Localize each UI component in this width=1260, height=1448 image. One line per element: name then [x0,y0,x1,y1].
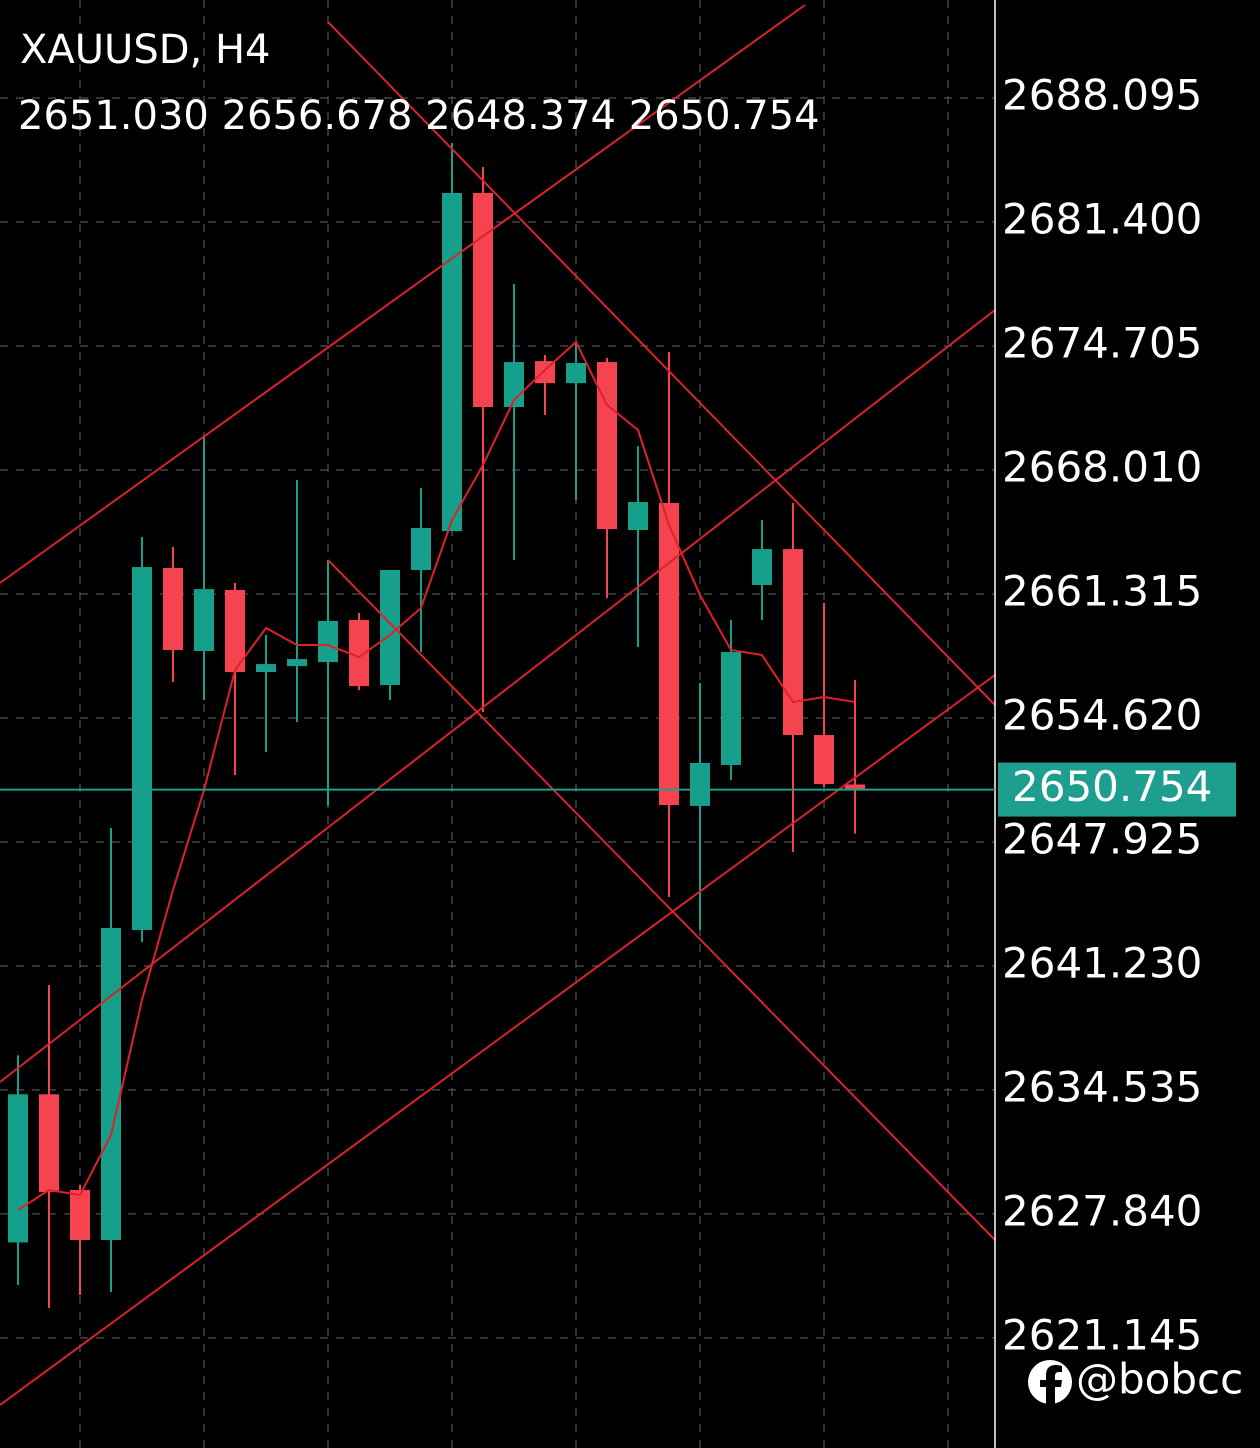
candle-body [70,1190,90,1241]
fb-glyph [1040,1365,1062,1404]
moving-average [17,340,856,1211]
candle-body [101,927,121,1241]
candle-body [287,659,307,667]
y-tick-label: 2668.010 [1002,443,1202,492]
candle-body [39,1094,59,1193]
y-tick-label: 2681.400 [1002,195,1202,244]
candle-body [628,502,648,531]
trend-line [0,309,996,1083]
y-tick-label: 2647.925 [1002,814,1202,863]
candle-body [659,502,679,806]
watermark-icon [1028,1360,1072,1404]
ohlc-readout: 2651.030 2656.678 2648.374 2650.754 [18,93,820,139]
candle-body [597,362,617,530]
y-tick-label: 2641.230 [1002,938,1202,987]
candle-body [752,549,772,586]
candle-body [411,527,431,571]
trend-line [327,21,996,706]
candle-body [225,590,245,673]
chart-title: XAUUSD, H4 [20,27,270,73]
candle-body [845,784,865,790]
y-tick-label: 2674.705 [1002,319,1202,368]
y-tick-label: 2621.145 [1002,1310,1202,1359]
candle-body [783,549,803,736]
y-tick-label: 2688.095 [1002,71,1202,120]
y-tick-label: 2627.840 [1002,1186,1202,1235]
candle-body [566,362,586,384]
candle-body [349,620,369,687]
candle-body [8,1094,28,1243]
candle-body [473,192,493,408]
plot [8,142,865,1308]
candle-body [690,762,710,806]
candle-body [163,567,183,651]
candle-body [380,570,400,686]
trend-line [0,4,806,584]
candle-body [318,620,338,663]
trend-line [327,559,996,1241]
trend-lines [0,4,996,1406]
watermark: @bobcc [1076,1355,1243,1404]
last-price-label: 2650.754 [1012,762,1212,811]
candle-body [814,735,834,785]
y-tick-label: 2634.535 [1002,1062,1202,1111]
y-tick-label: 2654.620 [1002,690,1202,739]
last-price-box [998,762,1236,817]
candle-body [721,652,741,766]
y-tick-label: 2661.315 [1002,566,1202,615]
candle-body [194,589,214,651]
candle-body [442,192,462,532]
candle-body [132,567,152,931]
trend-line [0,674,996,1406]
candle-body [256,664,276,673]
